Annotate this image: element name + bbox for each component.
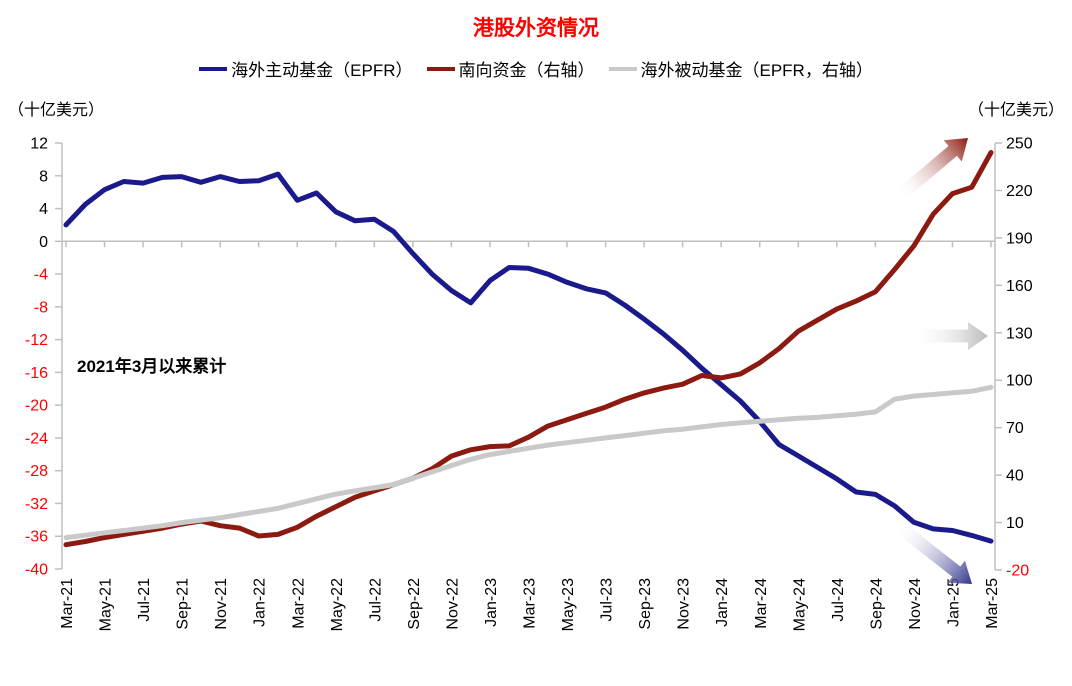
left-axis-tick-label: -16 — [25, 365, 48, 382]
right-axis-tick-label: 190 — [1006, 230, 1033, 247]
left-axis-tick-label: -40 — [25, 562, 48, 579]
x-axis-tick-label: Mar-25 — [984, 578, 1001, 629]
left-axis-tick-label: 8 — [39, 168, 48, 185]
right-axis-tick-label: 220 — [1006, 183, 1033, 200]
x-axis-tick-label: Nov-21 — [213, 578, 230, 630]
x-axis-tick-label: Jul-24 — [830, 578, 847, 622]
legend-item-0: 海外主动基金（EPFR） — [199, 56, 413, 81]
southbound-up-trend-arrow-icon — [898, 138, 968, 198]
cumulative-since-annotation: 2021年3月以来累计 — [77, 357, 227, 376]
right-axis-tick-label: 160 — [1006, 278, 1033, 295]
x-axis-tick-label: Jan-25 — [945, 578, 962, 627]
x-axis-tick-label: Sep-23 — [637, 578, 654, 630]
legend-swatch-2 — [608, 66, 637, 71]
series-line-2 — [63, 384, 994, 541]
left-axis-tick-label: 12 — [30, 136, 48, 153]
left-axis-tick-label: -36 — [25, 529, 48, 546]
right-axis-tick-label: 130 — [1006, 325, 1033, 342]
legend-label-1: 南向资金（右轴） — [458, 61, 595, 80]
x-axis-tick-label: Jan-23 — [483, 578, 500, 627]
x-axis-tick-label: Mar-22 — [290, 578, 307, 629]
left-axis-tick-label: -32 — [25, 496, 48, 513]
x-axis-tick-label: Jan-24 — [714, 578, 731, 627]
left-axis-tick-label: -24 — [25, 430, 48, 447]
right-axis-tick-label: 70 — [1006, 420, 1024, 437]
legend-swatch-1 — [426, 66, 455, 71]
legend: 海外主动基金（EPFR） 南向资金（右轴） 海外被动基金（EPFR，右轴） — [0, 56, 1072, 81]
right-axis-unit-label: （十亿美元） — [967, 102, 1064, 119]
x-axis-tick-label: Mar-21 — [59, 578, 76, 629]
x-axis-tick-label: Jul-22 — [367, 578, 384, 622]
legend-swatch-0 — [199, 66, 228, 71]
legend-label-2: 海外被动基金（EPFR，右轴） — [640, 61, 873, 80]
left-axis-tick-label: -8 — [34, 299, 48, 316]
series-line-1 — [63, 150, 994, 548]
left-axis-tick-label: -28 — [25, 463, 48, 480]
left-axis-tick-label: -20 — [25, 398, 48, 415]
x-axis-tick-label: May-24 — [791, 578, 808, 631]
passive-flat-trend-arrow-icon — [916, 322, 988, 350]
right-axis-tick-label: 10 — [1006, 515, 1024, 532]
right-axis-tick-label: 40 — [1006, 468, 1024, 485]
legend-label-0: 海外主动基金（EPFR） — [231, 61, 413, 80]
x-axis-tick-label: Jul-21 — [136, 578, 153, 622]
x-axis-tick-label: Jul-23 — [599, 578, 616, 622]
x-axis-tick-label: Nov-22 — [444, 578, 461, 630]
left-axis-unit-label: （十亿美元） — [8, 102, 105, 119]
chart-title: 港股外资情况 — [473, 17, 599, 40]
left-axis-tick-label: -12 — [25, 332, 48, 349]
x-axis-tick-label: Nov-23 — [676, 578, 693, 630]
x-axis-tick-label: May-21 — [98, 578, 115, 631]
x-axis-tick-label: Sep-21 — [175, 578, 192, 630]
left-axis-tick-label: 4 — [39, 201, 48, 218]
right-axis-tick-label: 250 — [1006, 136, 1033, 153]
legend-item-1: 南向资金（右轴） — [426, 56, 595, 81]
left-axis-tick-label: -4 — [34, 267, 48, 284]
x-axis-tick-label: May-22 — [329, 578, 346, 631]
x-axis-tick-label: Sep-22 — [406, 578, 423, 630]
x-axis-tick-label: Sep-24 — [868, 578, 885, 630]
active-down-trend-arrow-icon — [898, 523, 972, 584]
x-axis-tick-label: Mar-24 — [753, 578, 770, 629]
right-axis-tick-label: 100 — [1006, 373, 1033, 390]
right-axis-tick-label: -20 — [1006, 563, 1029, 580]
x-axis-tick-label: Nov-24 — [907, 578, 924, 630]
series-line-0 — [63, 171, 994, 544]
legend-item-2: 海外被动基金（EPFR，右轴） — [608, 56, 873, 81]
x-axis-tick-label: Jan-22 — [252, 578, 269, 627]
x-axis-tick-label: Mar-23 — [522, 578, 539, 629]
x-axis-tick-label: May-23 — [560, 578, 577, 631]
left-axis-tick-label: 0 — [39, 234, 48, 251]
